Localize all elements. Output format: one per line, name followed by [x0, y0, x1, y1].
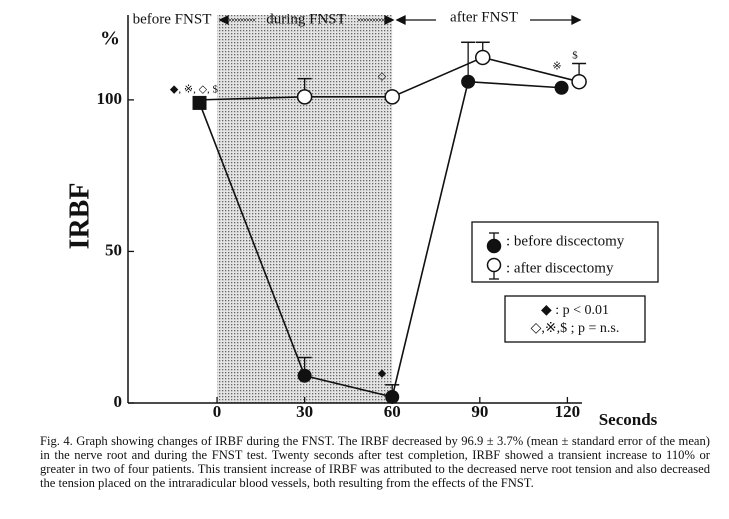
x-tick-label: 30: [296, 402, 313, 421]
point: [192, 95, 207, 110]
y-tick-label: 0: [114, 392, 123, 411]
y-axis-label: IRBF: [64, 183, 95, 250]
point: [571, 73, 587, 90]
x-tick-label: 0: [213, 402, 222, 421]
point: [461, 74, 476, 89]
legend-label: : after discectomy: [506, 260, 614, 276]
x-tick-label: 90: [471, 402, 488, 421]
point: [385, 389, 400, 404]
y-tick-label: 100: [97, 89, 123, 108]
annotation: $: [572, 50, 578, 62]
significance-label: ◆ : p < 0.01: [541, 303, 609, 318]
phase-label: after FNST: [450, 9, 518, 25]
shaded-region: [217, 15, 393, 403]
point: [474, 49, 491, 66]
x-tick-label: 120: [555, 402, 581, 421]
legend-box: [471, 221, 659, 283]
annotation: ◆: [378, 368, 387, 380]
point: [554, 80, 569, 95]
y-unit: %: [100, 28, 120, 50]
legend-label: : before discectomy: [506, 233, 625, 249]
chart: % IRBF Seconds before FNST during FNST a…: [64, 9, 659, 429]
phase-arrows: [218, 14, 582, 26]
annotation: ◆, ※, ◇, $: [170, 84, 219, 96]
annotation: ※: [552, 61, 561, 73]
significance-box: [504, 295, 646, 343]
legend-marker: [486, 238, 502, 254]
point: [384, 89, 400, 105]
point: [297, 368, 312, 383]
x-tick-label: 60: [384, 402, 401, 421]
x-axis-label: Seconds: [599, 410, 658, 429]
annotation: ◇: [378, 71, 387, 83]
significance-label: ◇,※,$ ; p = n.s.: [531, 321, 620, 336]
legend-marker: [486, 257, 502, 273]
point: [296, 89, 313, 105]
y-tick-label: 50: [105, 240, 122, 259]
phase-label: before FNST: [133, 11, 212, 27]
phase-label: during FNST: [266, 11, 346, 27]
caption: Fig. 4. Graph showing changes of IRBF du…: [40, 434, 710, 491]
